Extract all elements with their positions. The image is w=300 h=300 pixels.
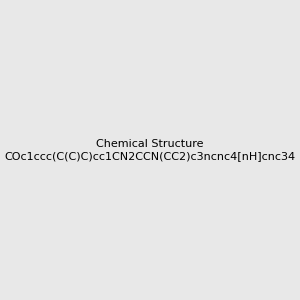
Text: Chemical Structure
COc1ccc(C(C)C)cc1CN2CCN(CC2)c3ncnc4[nH]cnc34: Chemical Structure COc1ccc(C(C)C)cc1CN2C… — [4, 139, 296, 161]
